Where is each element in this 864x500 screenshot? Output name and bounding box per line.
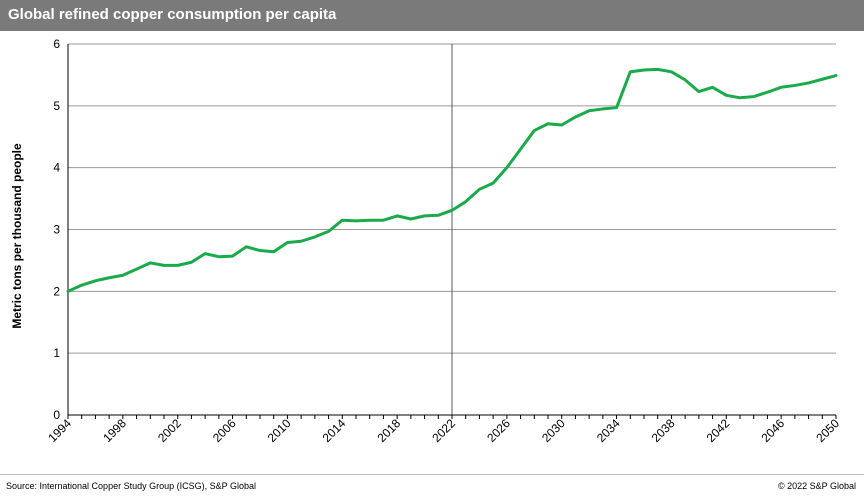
x-tick-label-1994: 1994 bbox=[45, 416, 74, 445]
x-tick-label-1998: 1998 bbox=[100, 416, 129, 445]
source-note: Source: International Copper Study Group… bbox=[6, 481, 256, 491]
x-tick-label-2050: 2050 bbox=[813, 416, 842, 445]
x-tick-label-2010: 2010 bbox=[265, 416, 294, 445]
x-tick-label-2014: 2014 bbox=[320, 416, 349, 445]
x-tick-label-2002: 2002 bbox=[155, 416, 184, 445]
y-tick-label-4: 4 bbox=[53, 161, 60, 175]
copyright-note: © 2022 S&P Global bbox=[777, 481, 856, 491]
y-tick-label-3: 3 bbox=[53, 223, 60, 237]
x-tick-label-2006: 2006 bbox=[210, 416, 239, 445]
x-tick-label-2022: 2022 bbox=[429, 416, 458, 445]
y-tick-label-6: 6 bbox=[53, 37, 60, 51]
x-tick-label-2042: 2042 bbox=[704, 416, 733, 445]
x-tick-label-2038: 2038 bbox=[649, 416, 678, 445]
x-tick-label-2030: 2030 bbox=[539, 416, 568, 445]
y-tick-label-5: 5 bbox=[53, 99, 60, 113]
axes bbox=[67, 44, 837, 419]
y-axis-title: Metric tons per thousand people bbox=[10, 143, 24, 329]
title-bar: Global refined copper consumption per ca… bbox=[0, 0, 864, 31]
series-group bbox=[66, 67, 838, 293]
series-line-0 bbox=[66, 67, 838, 293]
chart-title: Global refined copper consumption per ca… bbox=[8, 6, 337, 23]
x-tick-labels: 1994 1998 2002 2006 2010 2014 2018 2022 2026 2030… bbox=[45, 416, 842, 445]
y-tick-label-1: 1 bbox=[53, 346, 60, 360]
y-tick-label-2: 2 bbox=[53, 284, 60, 298]
x-tick-label-2034: 2034 bbox=[594, 416, 623, 445]
x-tick-label-2046: 2046 bbox=[758, 416, 787, 445]
x-tick-label-2026: 2026 bbox=[484, 416, 513, 445]
y-tick-labels: 0 1 2 3 4 5 6 bbox=[53, 37, 60, 422]
y-tick-label-0: 0 bbox=[53, 408, 60, 422]
x-tick-label-2018: 2018 bbox=[374, 416, 403, 445]
footer-divider bbox=[0, 474, 864, 475]
